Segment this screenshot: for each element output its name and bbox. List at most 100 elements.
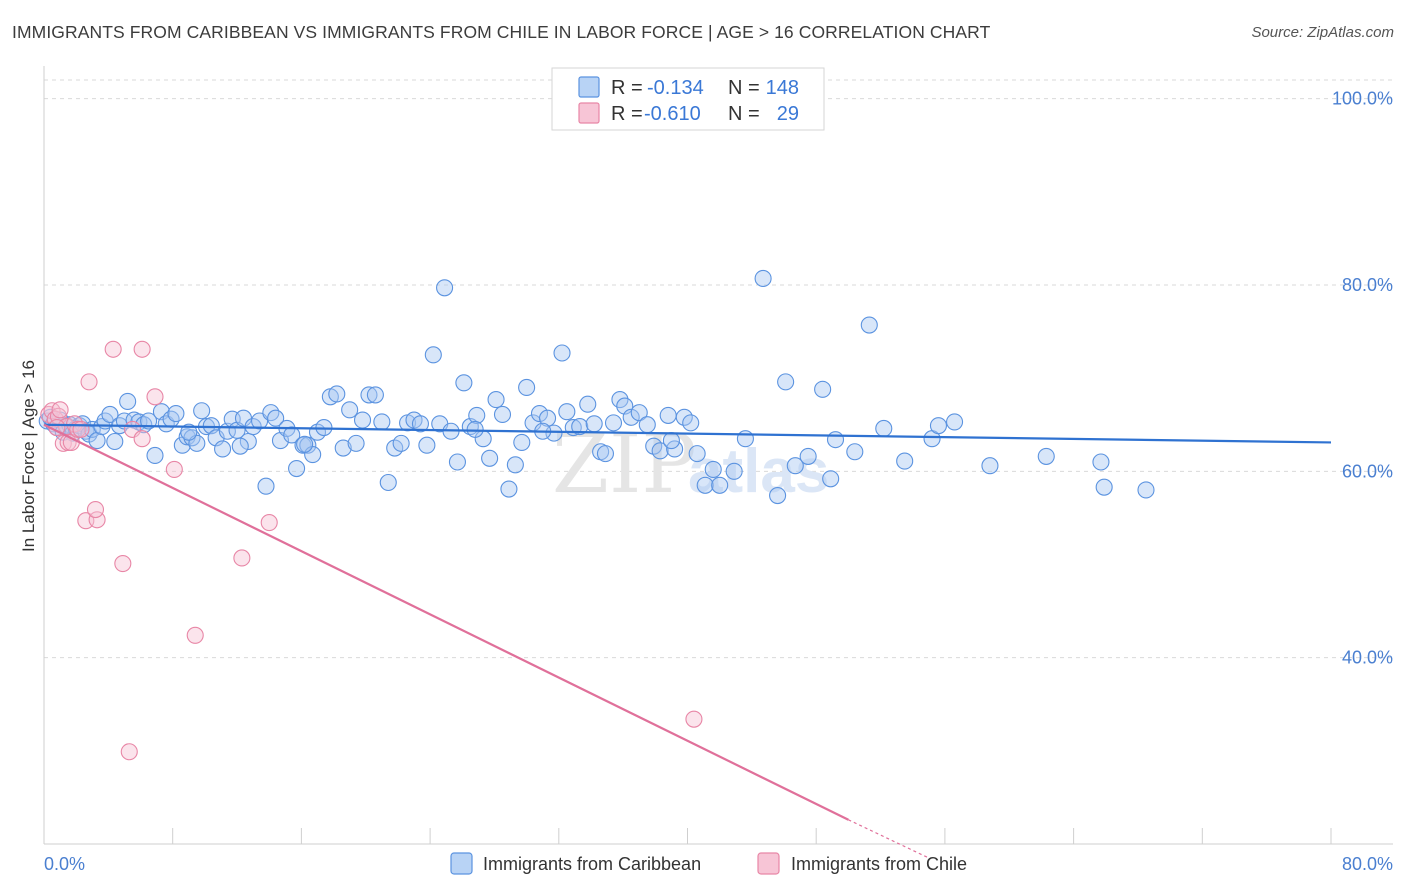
- point-caribbean: [929, 417, 948, 435]
- stats-r-label-caribbean: R =: [611, 77, 643, 99]
- point-caribbean: [392, 434, 410, 452]
- point-caribbean: [538, 409, 557, 427]
- point-caribbean: [659, 406, 677, 424]
- point-caribbean: [328, 385, 346, 403]
- point-caribbean: [736, 430, 754, 448]
- point-caribbean: [436, 279, 454, 297]
- point-caribbean: [651, 442, 669, 460]
- point-caribbean: [455, 374, 473, 392]
- point-caribbean: [379, 473, 397, 492]
- point-caribbean: [257, 477, 275, 495]
- point-caribbean: [140, 412, 158, 430]
- stats-n-value-chile: 29: [777, 103, 799, 125]
- stats-swatch-caribbean: [578, 76, 600, 98]
- grid-lines: [44, 79, 1393, 659]
- point-caribbean: [1037, 447, 1055, 465]
- point-caribbean: [530, 405, 549, 423]
- y-axis-label: In Labor Force | Age > 16: [19, 360, 38, 552]
- point-chile: [120, 743, 138, 761]
- stats-n-label-chile: N =: [728, 103, 760, 125]
- point-caribbean: [814, 380, 832, 398]
- point-caribbean: [786, 457, 804, 475]
- stats-legend-box: R = -0.134 N = 148 R = -0.610 N = 29: [551, 67, 825, 131]
- point-caribbean: [604, 414, 623, 432]
- point-caribbean: [366, 386, 384, 404]
- point-caribbean: [101, 405, 119, 424]
- series-legend: Immigrants from Caribbean Immigrants fro…: [450, 852, 967, 875]
- point-chile: [165, 460, 183, 479]
- legend-swatch-caribbean: [450, 852, 473, 875]
- point-caribbean: [579, 395, 597, 413]
- point-caribbean: [500, 480, 518, 498]
- stats-n-value-caribbean: 148: [766, 77, 799, 99]
- point-caribbean: [1137, 481, 1155, 499]
- point-caribbean: [347, 434, 365, 452]
- point-chile: [186, 626, 204, 644]
- point-caribbean: [424, 346, 442, 364]
- y-tick-label: 40.0%: [1342, 648, 1393, 668]
- point-caribbean: [682, 414, 700, 432]
- trend-line-chile: [43, 423, 849, 821]
- source-credit: Source: ZipAtlas.com: [1251, 24, 1394, 41]
- stats-swatch-chile: [578, 102, 600, 124]
- point-chile: [104, 340, 122, 358]
- point-caribbean: [1092, 453, 1110, 471]
- point-chile: [260, 514, 278, 532]
- point-caribbean: [506, 456, 524, 474]
- point-caribbean: [267, 409, 285, 427]
- point-caribbean: [353, 411, 372, 429]
- point-chile: [233, 549, 251, 567]
- point-caribbean: [769, 486, 787, 505]
- y-tick-label: 80.0%: [1342, 275, 1393, 295]
- point-caribbean: [487, 391, 505, 409]
- point-chile: [86, 500, 105, 519]
- legend-swatch-chile: [757, 852, 780, 875]
- point-caribbean: [518, 378, 536, 397]
- point-caribbean: [622, 408, 640, 426]
- point-caribbean: [1095, 478, 1113, 496]
- stats-r-label-chile: R =: [611, 103, 643, 125]
- stats-r-value-chile: -0.610: [644, 103, 701, 125]
- point-caribbean: [360, 386, 378, 404]
- x-tick-label-max: 80.0%: [1342, 854, 1393, 874]
- point-caribbean: [826, 431, 845, 449]
- y-tick-labels: 40.0% 60.0% 80.0% 100.0%: [1332, 89, 1393, 668]
- stats-r-value-caribbean: -0.134: [647, 77, 704, 99]
- point-caribbean: [711, 476, 729, 494]
- point-caribbean: [106, 432, 124, 451]
- legend-label-caribbean: Immigrants from Caribbean: [483, 854, 701, 874]
- point-caribbean: [777, 373, 795, 391]
- point-caribbean: [466, 420, 484, 438]
- point-caribbean: [896, 452, 914, 470]
- point-caribbean: [167, 405, 185, 423]
- point-caribbean: [180, 423, 198, 441]
- point-caribbean: [688, 445, 706, 463]
- point-caribbean: [860, 316, 878, 334]
- point-caribbean: [630, 404, 648, 422]
- point-chile: [133, 340, 151, 358]
- point-caribbean: [231, 437, 249, 455]
- point-caribbean: [418, 436, 436, 454]
- point-chile: [146, 388, 164, 406]
- point-caribbean: [448, 453, 466, 471]
- point-caribbean: [754, 269, 772, 288]
- point-caribbean: [341, 401, 359, 419]
- point-caribbean: [214, 440, 232, 458]
- point-caribbean: [119, 392, 137, 410]
- point-caribbean: [183, 429, 201, 447]
- point-chile: [72, 420, 90, 438]
- point-caribbean: [799, 447, 817, 465]
- point-caribbean: [981, 457, 999, 475]
- point-caribbean: [696, 476, 714, 494]
- point-caribbean: [262, 404, 280, 422]
- point-caribbean: [288, 459, 306, 478]
- point-caribbean: [558, 403, 576, 421]
- y-tick-label: 100.0%: [1332, 89, 1393, 109]
- point-caribbean: [638, 416, 656, 434]
- point-caribbean: [596, 445, 615, 463]
- series-caribbean-points: [38, 269, 1155, 505]
- point-caribbean: [493, 405, 512, 424]
- point-chile: [80, 373, 98, 391]
- point-caribbean: [373, 413, 391, 431]
